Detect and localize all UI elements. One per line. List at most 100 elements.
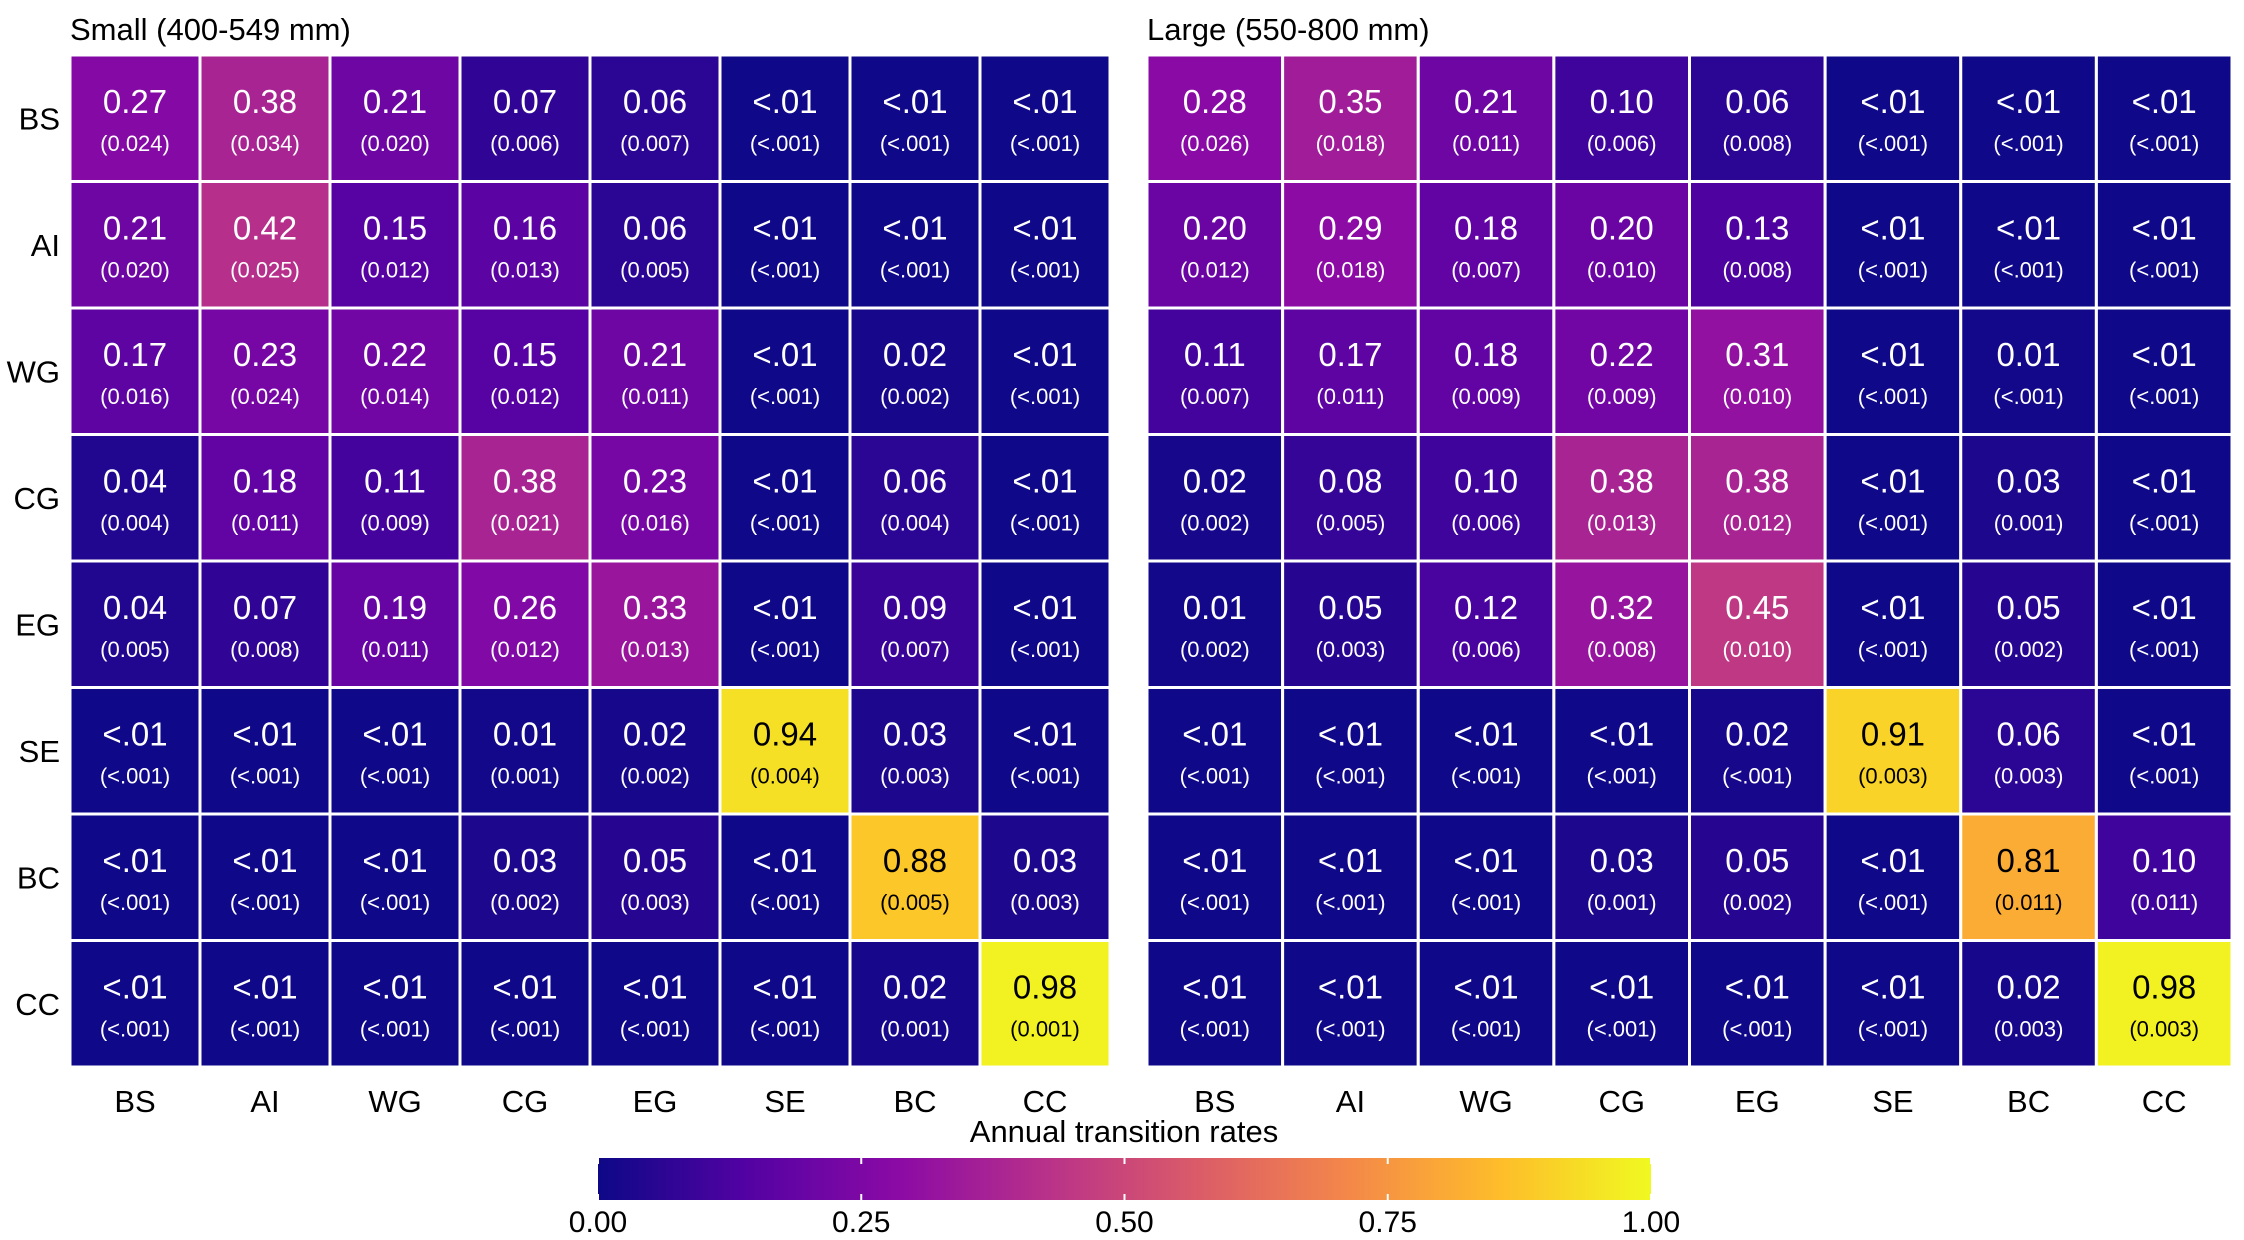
cell-se-label: (0.010) — [1722, 637, 1792, 662]
cell-se-label: (0.007) — [620, 131, 690, 156]
heatmap-cell-large-CG-CG — [1552, 433, 1691, 563]
col-label-large-SE: SE — [1872, 1084, 1913, 1119]
color-legend: Annual transition rates 0.00 0.25 0.50 0.75… — [569, 1114, 1680, 1239]
heatmap-cell-small-BS-CC — [978, 53, 1112, 183]
cell-value-label: 0.20 — [1183, 210, 1247, 247]
cell-value-label: 0.10 — [1590, 83, 1654, 120]
cell-value-label: <.01 — [1012, 210, 1077, 247]
cell-se-label: (0.008) — [1722, 131, 1792, 156]
cell-value-label: <.01 — [1860, 969, 1925, 1006]
cell-value-label: 0.09 — [883, 589, 947, 626]
cell-se-label: (0.005) — [100, 637, 170, 662]
row-label-CC: CC — [15, 987, 60, 1022]
cell-se-label: (<.001) — [1722, 764, 1792, 789]
heatmap-cell-large-WG-BS — [1145, 306, 1285, 436]
cell-se-label: (0.014) — [360, 384, 430, 409]
cell-se-label: (0.001) — [1587, 890, 1657, 915]
cell-value-label: 0.01 — [493, 716, 557, 753]
cell-value-label: 0.06 — [623, 210, 687, 247]
cell-value-label: <.01 — [232, 969, 297, 1006]
cell-value-label: <.01 — [2132, 589, 2197, 626]
cell-se-label: (<.001) — [1858, 890, 1928, 915]
cell-se-label: (0.009) — [1451, 384, 1521, 409]
heatmap-cell-large-CC-BC — [1959, 939, 2098, 1069]
cell-se-label: (0.025) — [230, 258, 300, 283]
heatmap-cell-small-CC-BS — [68, 939, 202, 1069]
cell-value-label: <.01 — [882, 83, 947, 120]
legend-tick-label: 0.50 — [1095, 1206, 1153, 1239]
cell-value-label: <.01 — [1453, 969, 1518, 1006]
cell-se-label: (0.006) — [1587, 131, 1657, 156]
heatmap-cell-large-BC-BS — [1145, 812, 1285, 942]
cell-value-label: 0.03 — [493, 842, 557, 879]
heatmap-cell-small-CC-CG — [458, 939, 592, 1069]
heatmap-cell-small-SE-EG — [588, 686, 722, 816]
cell-se-label: (<.001) — [2129, 384, 2199, 409]
heatmap-cell-small-SE-BC — [848, 686, 982, 816]
cell-se-label: (0.005) — [1316, 511, 1386, 536]
cell-value-label: 0.45 — [1725, 589, 1789, 626]
cell-value-label: 0.38 — [1590, 463, 1654, 500]
cell-value-label: 0.18 — [233, 463, 297, 500]
cell-se-label: (0.001) — [1994, 511, 2064, 536]
heatmap-cell-small-SE-AI — [198, 686, 332, 816]
cell-value-label: 0.21 — [103, 210, 167, 247]
legend-tick-label: 0.25 — [832, 1206, 890, 1239]
cell-value-label: <.01 — [1318, 842, 1383, 879]
row-label-AI: AI — [31, 228, 60, 263]
cell-se-label: (0.007) — [1180, 384, 1250, 409]
cell-value-label: 0.02 — [1183, 463, 1247, 500]
cell-se-label: (<.001) — [1451, 764, 1521, 789]
cell-value-label: 0.13 — [1725, 210, 1789, 247]
heatmap-cell-large-CC-WG — [1416, 939, 1556, 1069]
heatmap-cell-small-BC-WG — [328, 812, 462, 942]
legend-title: Annual transition rates — [970, 1114, 1278, 1149]
cell-value-label: 0.07 — [233, 589, 297, 626]
cell-value-label: <.01 — [2132, 83, 2197, 120]
cell-se-label: (<.001) — [1993, 131, 2063, 156]
heatmap-cell-large-CG-WG — [1416, 433, 1556, 563]
cell-se-label: (0.011) — [361, 637, 429, 662]
cell-se-label: (0.006) — [1451, 637, 1521, 662]
heatmap-cell-small-AI-SE — [718, 180, 852, 310]
cell-value-label: <.01 — [1725, 969, 1790, 1006]
cell-value-label: <.01 — [752, 463, 817, 500]
cell-se-label: (0.001) — [880, 1017, 950, 1042]
cell-se-label: (0.012) — [490, 384, 560, 409]
cell-se-label: (<.001) — [1010, 384, 1080, 409]
heatmap-cell-large-WG-SE — [1823, 306, 1963, 436]
heatmap-cell-small-WG-SE — [718, 306, 852, 436]
heatmap-cell-small-BS-SE — [718, 53, 852, 183]
cell-value-label: <.01 — [1182, 842, 1247, 879]
cell-value-label: <.01 — [752, 336, 817, 373]
cell-se-label: (<.001) — [1858, 384, 1928, 409]
col-label-small-BS: BS — [114, 1084, 155, 1119]
cell-value-label: <.01 — [2132, 463, 2197, 500]
heatmap-cell-small-BC-CC — [978, 812, 1112, 942]
cell-se-label: (0.007) — [880, 637, 950, 662]
cell-value-label: <.01 — [1589, 969, 1654, 1006]
col-label-small-BC: BC — [893, 1084, 936, 1119]
heatmap-cell-small-CC-CC — [978, 939, 1112, 1069]
cell-value-label: <.01 — [1860, 83, 1925, 120]
col-label-small-CG: CG — [502, 1084, 549, 1119]
heatmap-cell-large-AI-BC — [1959, 180, 2098, 310]
cell-se-label: (0.016) — [100, 384, 170, 409]
heatmap-cell-large-CC-CC — [2094, 939, 2234, 1069]
cell-value-label: 0.29 — [1318, 210, 1382, 247]
cell-value-label: <.01 — [1012, 589, 1077, 626]
heatmap-cell-small-WG-BC — [848, 306, 982, 436]
cell-se-label: (<.001) — [1858, 511, 1928, 536]
cell-value-label: 0.20 — [1590, 210, 1654, 247]
cell-value-label: 0.11 — [1184, 336, 1246, 373]
heatmap-cell-small-BS-AI — [198, 53, 332, 183]
cell-value-label: 0.01 — [1996, 336, 2060, 373]
cell-se-label: (0.020) — [360, 131, 430, 156]
cell-value-label: <.01 — [362, 716, 427, 753]
cell-se-label: (0.008) — [1722, 258, 1792, 283]
cell-value-label: 0.26 — [493, 589, 557, 626]
cell-value-label: <.01 — [1860, 210, 1925, 247]
cell-se-label: (0.010) — [1587, 258, 1657, 283]
cell-se-label: (<.001) — [1858, 637, 1928, 662]
row-label-BC: BC — [17, 860, 60, 895]
